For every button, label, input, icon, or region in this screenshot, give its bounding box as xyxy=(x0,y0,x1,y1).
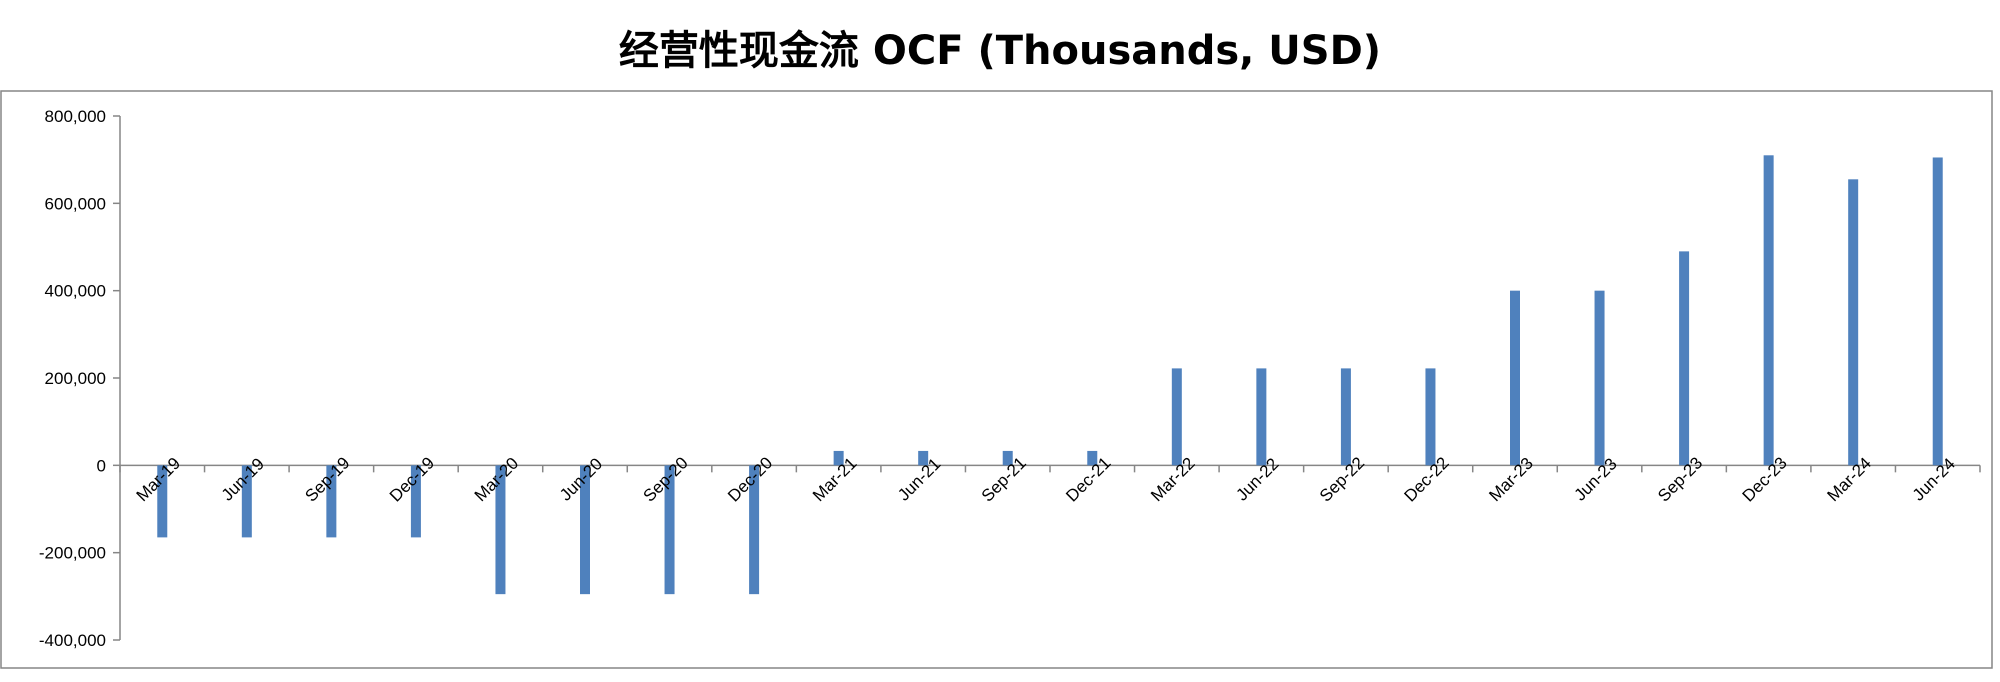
bar xyxy=(1594,290,1605,466)
bar xyxy=(580,465,590,595)
bar xyxy=(1087,450,1098,466)
bar xyxy=(1002,450,1013,466)
bar-series xyxy=(157,155,1943,595)
bar xyxy=(1340,368,1351,466)
x-tick-labels: Mar-19 Jun-19 Sep-19 Dec-19 Mar-20 Jun-20 Sep-… xyxy=(133,453,1959,505)
chart-title: 经营性现金流 OCF (Thousands, USD) xyxy=(618,28,1382,74)
plot-frame xyxy=(0,90,1993,669)
bar xyxy=(241,465,252,538)
y-tick-label: 400,000 xyxy=(45,282,106,301)
bar xyxy=(495,465,506,595)
bar xyxy=(157,465,168,538)
bar xyxy=(664,465,675,595)
y-tick-label: 200,000 xyxy=(45,369,106,388)
bar xyxy=(1256,368,1267,466)
bar xyxy=(1425,368,1436,466)
bar xyxy=(1679,251,1690,466)
bar xyxy=(749,465,760,595)
bar xyxy=(918,450,929,466)
y-tick-label: 800,000 xyxy=(45,107,106,126)
y-tick-label: 600,000 xyxy=(45,194,106,213)
bar xyxy=(1932,157,1943,466)
bar xyxy=(833,450,844,466)
bar xyxy=(1510,290,1520,466)
y-tick-label: -200,000 xyxy=(39,544,106,563)
bar xyxy=(410,465,421,538)
y-tick-label: 0 xyxy=(97,456,106,475)
y-axis: 800,000 600,000 400,000 200,000 0 -200,000 -40… xyxy=(39,107,121,650)
bar xyxy=(1171,368,1182,466)
bar xyxy=(1763,155,1774,466)
bar xyxy=(1848,179,1859,466)
y-tick-label: -400,000 xyxy=(39,631,106,650)
x-axis xyxy=(119,464,1981,473)
bar xyxy=(326,465,337,538)
